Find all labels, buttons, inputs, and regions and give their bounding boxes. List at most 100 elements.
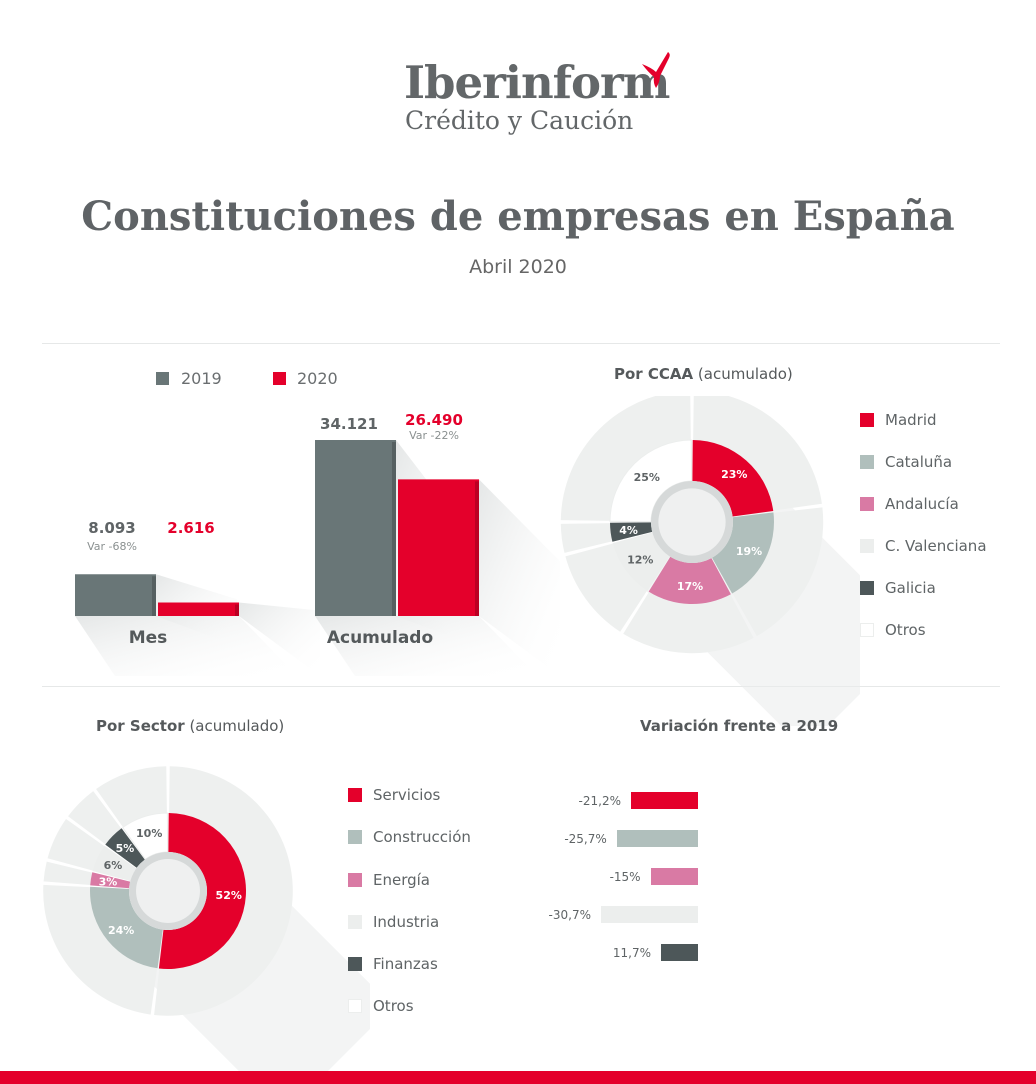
- bar-value-mes-2020: 2.616: [167, 519, 215, 537]
- bar-cast-shadow: [239, 602, 320, 676]
- sector-slice-construccin: [90, 886, 163, 969]
- sector-hub: [136, 859, 200, 923]
- variation-bar: [631, 792, 698, 809]
- ccaa-legend-swatch-otros: [860, 623, 874, 637]
- sector-legend-industria: Industria: [373, 913, 440, 931]
- bar-mes-2019: [75, 574, 156, 616]
- ccaa-title-rest: (acumulado): [693, 365, 793, 383]
- sector-slice-industria: [92, 845, 137, 881]
- ccaa-legend-andalucia: Andalucía: [885, 495, 959, 513]
- sector-outer-ring: [68, 791, 123, 846]
- logo-subtitle: Crédito y Caución: [405, 106, 634, 135]
- bar-acumulado-2020: [398, 479, 479, 616]
- ccaa-legend-cataluna: Cataluña: [885, 453, 953, 471]
- ccaa-slice-label: 23%: [721, 468, 747, 481]
- variation-label: -25,7%: [564, 832, 607, 846]
- ccaa-legend-valenciana: C. Valenciana: [885, 537, 987, 555]
- ccaa-legend-swatch-andalucia: [860, 497, 874, 511]
- ccaa-legend-otros: Otros: [885, 621, 926, 639]
- sector-slice-label: 5%: [116, 842, 135, 855]
- variation-label: -30,7%: [548, 908, 591, 922]
- ccaa-slice-label: 25%: [634, 471, 660, 484]
- ccaa-legend-galicia: Galicia: [885, 579, 936, 597]
- sector-slice-finanzas: [105, 828, 145, 868]
- sector-outer-ring: [96, 766, 167, 829]
- bar-acumulado-2019: [315, 440, 396, 616]
- sector-slice-servicios: [158, 813, 246, 969]
- legend-label-2019: 2019: [181, 369, 222, 388]
- page-subtitle: Abril 2020: [469, 256, 567, 278]
- sector-title-rest: (acumulado): [184, 717, 285, 735]
- divider: [42, 343, 1000, 344]
- divider: [42, 686, 1000, 687]
- sector-legend-swatch-construccion: [348, 830, 362, 844]
- sector-legend-finanzas: Finanzas: [373, 955, 438, 973]
- bar-var-mes: Var -68%: [87, 540, 137, 553]
- ccaa-legend-swatch-valenciana: [860, 539, 874, 553]
- logo-plane-icon: [642, 52, 670, 88]
- legend-label-2020: 2020: [297, 369, 338, 388]
- bar-shadow: [315, 616, 537, 676]
- ccaa-slice-label: 19%: [736, 545, 762, 558]
- variation-label: -15%: [609, 870, 641, 884]
- bar-var-acum: Var -22%: [409, 429, 459, 442]
- sector-legend-swatch-industria: [348, 915, 362, 929]
- sector-slice-label: 3%: [99, 875, 118, 888]
- bar-chart: [75, 440, 560, 676]
- ccaa-outer-ring: [623, 590, 754, 654]
- ccaa-legend-madrid: Madrid: [885, 411, 937, 429]
- sector-slice-label: 52%: [216, 889, 242, 902]
- legend-swatch-2020: [273, 372, 286, 385]
- bar-value-mes-2019: 8.093: [88, 519, 136, 537]
- ccaa-outer-ring: [731, 507, 824, 637]
- logo-name: Iberinform: [404, 56, 670, 109]
- ccaa-slice-andaluca: [648, 556, 731, 604]
- bar-cast-shadow: [479, 479, 560, 676]
- sector-outer-ring: [154, 766, 293, 1016]
- sector-legend-swatch-energia: [348, 873, 362, 887]
- variation-bar: [616, 830, 698, 847]
- sector-legend-swatch-otros: [348, 999, 362, 1013]
- legend-swatch-2019: [156, 372, 169, 385]
- bar-side: [152, 576, 156, 616]
- sector-legend-swatch-finanzas: [348, 957, 362, 971]
- ccaa-title: Por CCAA (acumulado): [614, 364, 793, 384]
- footer-band: [0, 1071, 1036, 1084]
- sector-outer-ring: [43, 861, 94, 886]
- bar-value-acum-2020: 26.490: [405, 411, 463, 429]
- variation-label: 11,7%: [612, 946, 652, 960]
- ccaa-slice-catalua: [712, 512, 774, 594]
- ccaa-slice-label: 4%: [619, 524, 638, 537]
- bar-value-acum-2019: 34.121: [320, 415, 378, 433]
- sector-legend-servicios: Servicios: [373, 786, 441, 804]
- ccaa-slice-label: 12%: [627, 554, 653, 567]
- sector-slice-label: 10%: [136, 827, 162, 840]
- sector-outer-ring: [47, 819, 106, 871]
- sector-outer-ring: [43, 884, 158, 1015]
- ccaa-slice-madrid: [692, 440, 774, 517]
- sector-slice-label: 24%: [108, 924, 134, 937]
- sector-legend-swatch-servicios: [348, 788, 362, 802]
- sector-donut: 52% 24% 3% 6% 5%10%: [43, 766, 370, 1071]
- variation-bar: [661, 944, 698, 961]
- ccaa-outer-ring: [560, 396, 691, 521]
- bar-side: [235, 604, 239, 616]
- bar-mes-2020: [158, 602, 239, 616]
- sector-slice-label: 6%: [104, 859, 123, 872]
- ccaa-slice-label: 17%: [677, 580, 703, 593]
- sector-slice-energa: [90, 872, 131, 889]
- variation-label: -21,2%: [578, 794, 621, 808]
- bar-side: [392, 442, 396, 616]
- ccaa-legend-swatch-cataluna: [860, 455, 874, 469]
- ccaa-legend-swatch-madrid: [860, 413, 874, 427]
- ccaa-outer-ring: [560, 523, 614, 553]
- sector-legend-energia: Energía: [373, 871, 430, 889]
- variation-bar: [600, 906, 698, 923]
- ccaa-hub: [658, 488, 726, 556]
- variation-title: Variación frente a 2019: [640, 717, 839, 735]
- ccaa-outer-ring: [693, 396, 822, 511]
- variation-bar: [650, 868, 698, 885]
- ccaa-donut: 23% 19% 17% 12% 4% 25%: [560, 396, 860, 726]
- sector-title-bold: Por Sector: [96, 717, 185, 735]
- variation-chart: -21,2% -25,7% -15% -30,7% 11,7%: [520, 780, 720, 980]
